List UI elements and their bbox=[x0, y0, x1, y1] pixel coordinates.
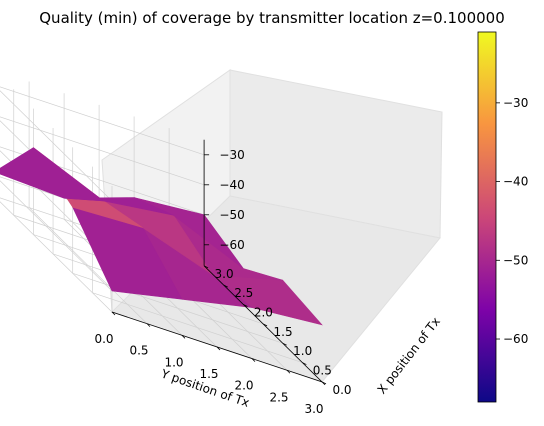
x-tick-label: 0.0 bbox=[94, 332, 113, 346]
y-tick bbox=[321, 381, 327, 385]
z-grid-line bbox=[0, 146, 205, 262]
x-tick bbox=[146, 323, 151, 327]
colorbar-tick-label: −50 bbox=[503, 253, 528, 267]
x-tick bbox=[251, 358, 256, 362]
x-tick bbox=[111, 311, 116, 316]
surface-patch bbox=[0, 147, 105, 202]
y-tick-label: 2.0 bbox=[254, 306, 273, 320]
colorbar-tick-label: −30 bbox=[503, 96, 528, 110]
x-tick-label: 3.0 bbox=[304, 402, 323, 416]
y-tick bbox=[282, 342, 287, 346]
y-tick-label: 0.0 bbox=[332, 383, 351, 397]
x-tick-label: 2.5 bbox=[269, 390, 288, 404]
y-tick-label: 1.5 bbox=[274, 325, 293, 339]
colorbar-gradient bbox=[477, 31, 497, 403]
colorbar-tick-label: −40 bbox=[503, 175, 528, 189]
y-tick bbox=[223, 284, 228, 288]
y-tick-label: 0.5 bbox=[313, 364, 332, 378]
x-tick-label: 1.0 bbox=[164, 355, 183, 369]
y-axis-label: X position of Tx bbox=[375, 315, 443, 397]
x-tick bbox=[286, 369, 291, 374]
y-tick bbox=[203, 265, 209, 269]
y-tick bbox=[243, 304, 248, 307]
z-tick-label: −40 bbox=[219, 178, 244, 192]
z-tick-label: −60 bbox=[219, 238, 244, 252]
tick-labels: 0.00.51.01.52.02.53.00.00.51.01.52.02.53… bbox=[94, 148, 351, 416]
z-grid-line bbox=[0, 86, 205, 202]
y-tick-label: 1.0 bbox=[293, 344, 312, 358]
z-tick-label: −50 bbox=[219, 208, 244, 222]
y-tick-label: 2.5 bbox=[234, 286, 253, 300]
x-tick-label: 0.5 bbox=[129, 344, 148, 358]
y-tick bbox=[262, 323, 268, 327]
colorbar-tick-label: −60 bbox=[503, 332, 528, 346]
chart-title: Quality (min) of coverage by transmitter… bbox=[39, 9, 505, 27]
x-tick-label: 1.5 bbox=[199, 367, 218, 381]
x-tick bbox=[181, 335, 186, 339]
y-tick bbox=[302, 362, 307, 365]
x-tick bbox=[216, 346, 221, 351]
colorbar: −30 −40 −50 −60 bbox=[477, 31, 528, 403]
x-tick-label: 2.0 bbox=[234, 379, 253, 393]
z-tick-label: −30 bbox=[219, 148, 244, 162]
y-tick-label: 3.0 bbox=[215, 267, 234, 281]
